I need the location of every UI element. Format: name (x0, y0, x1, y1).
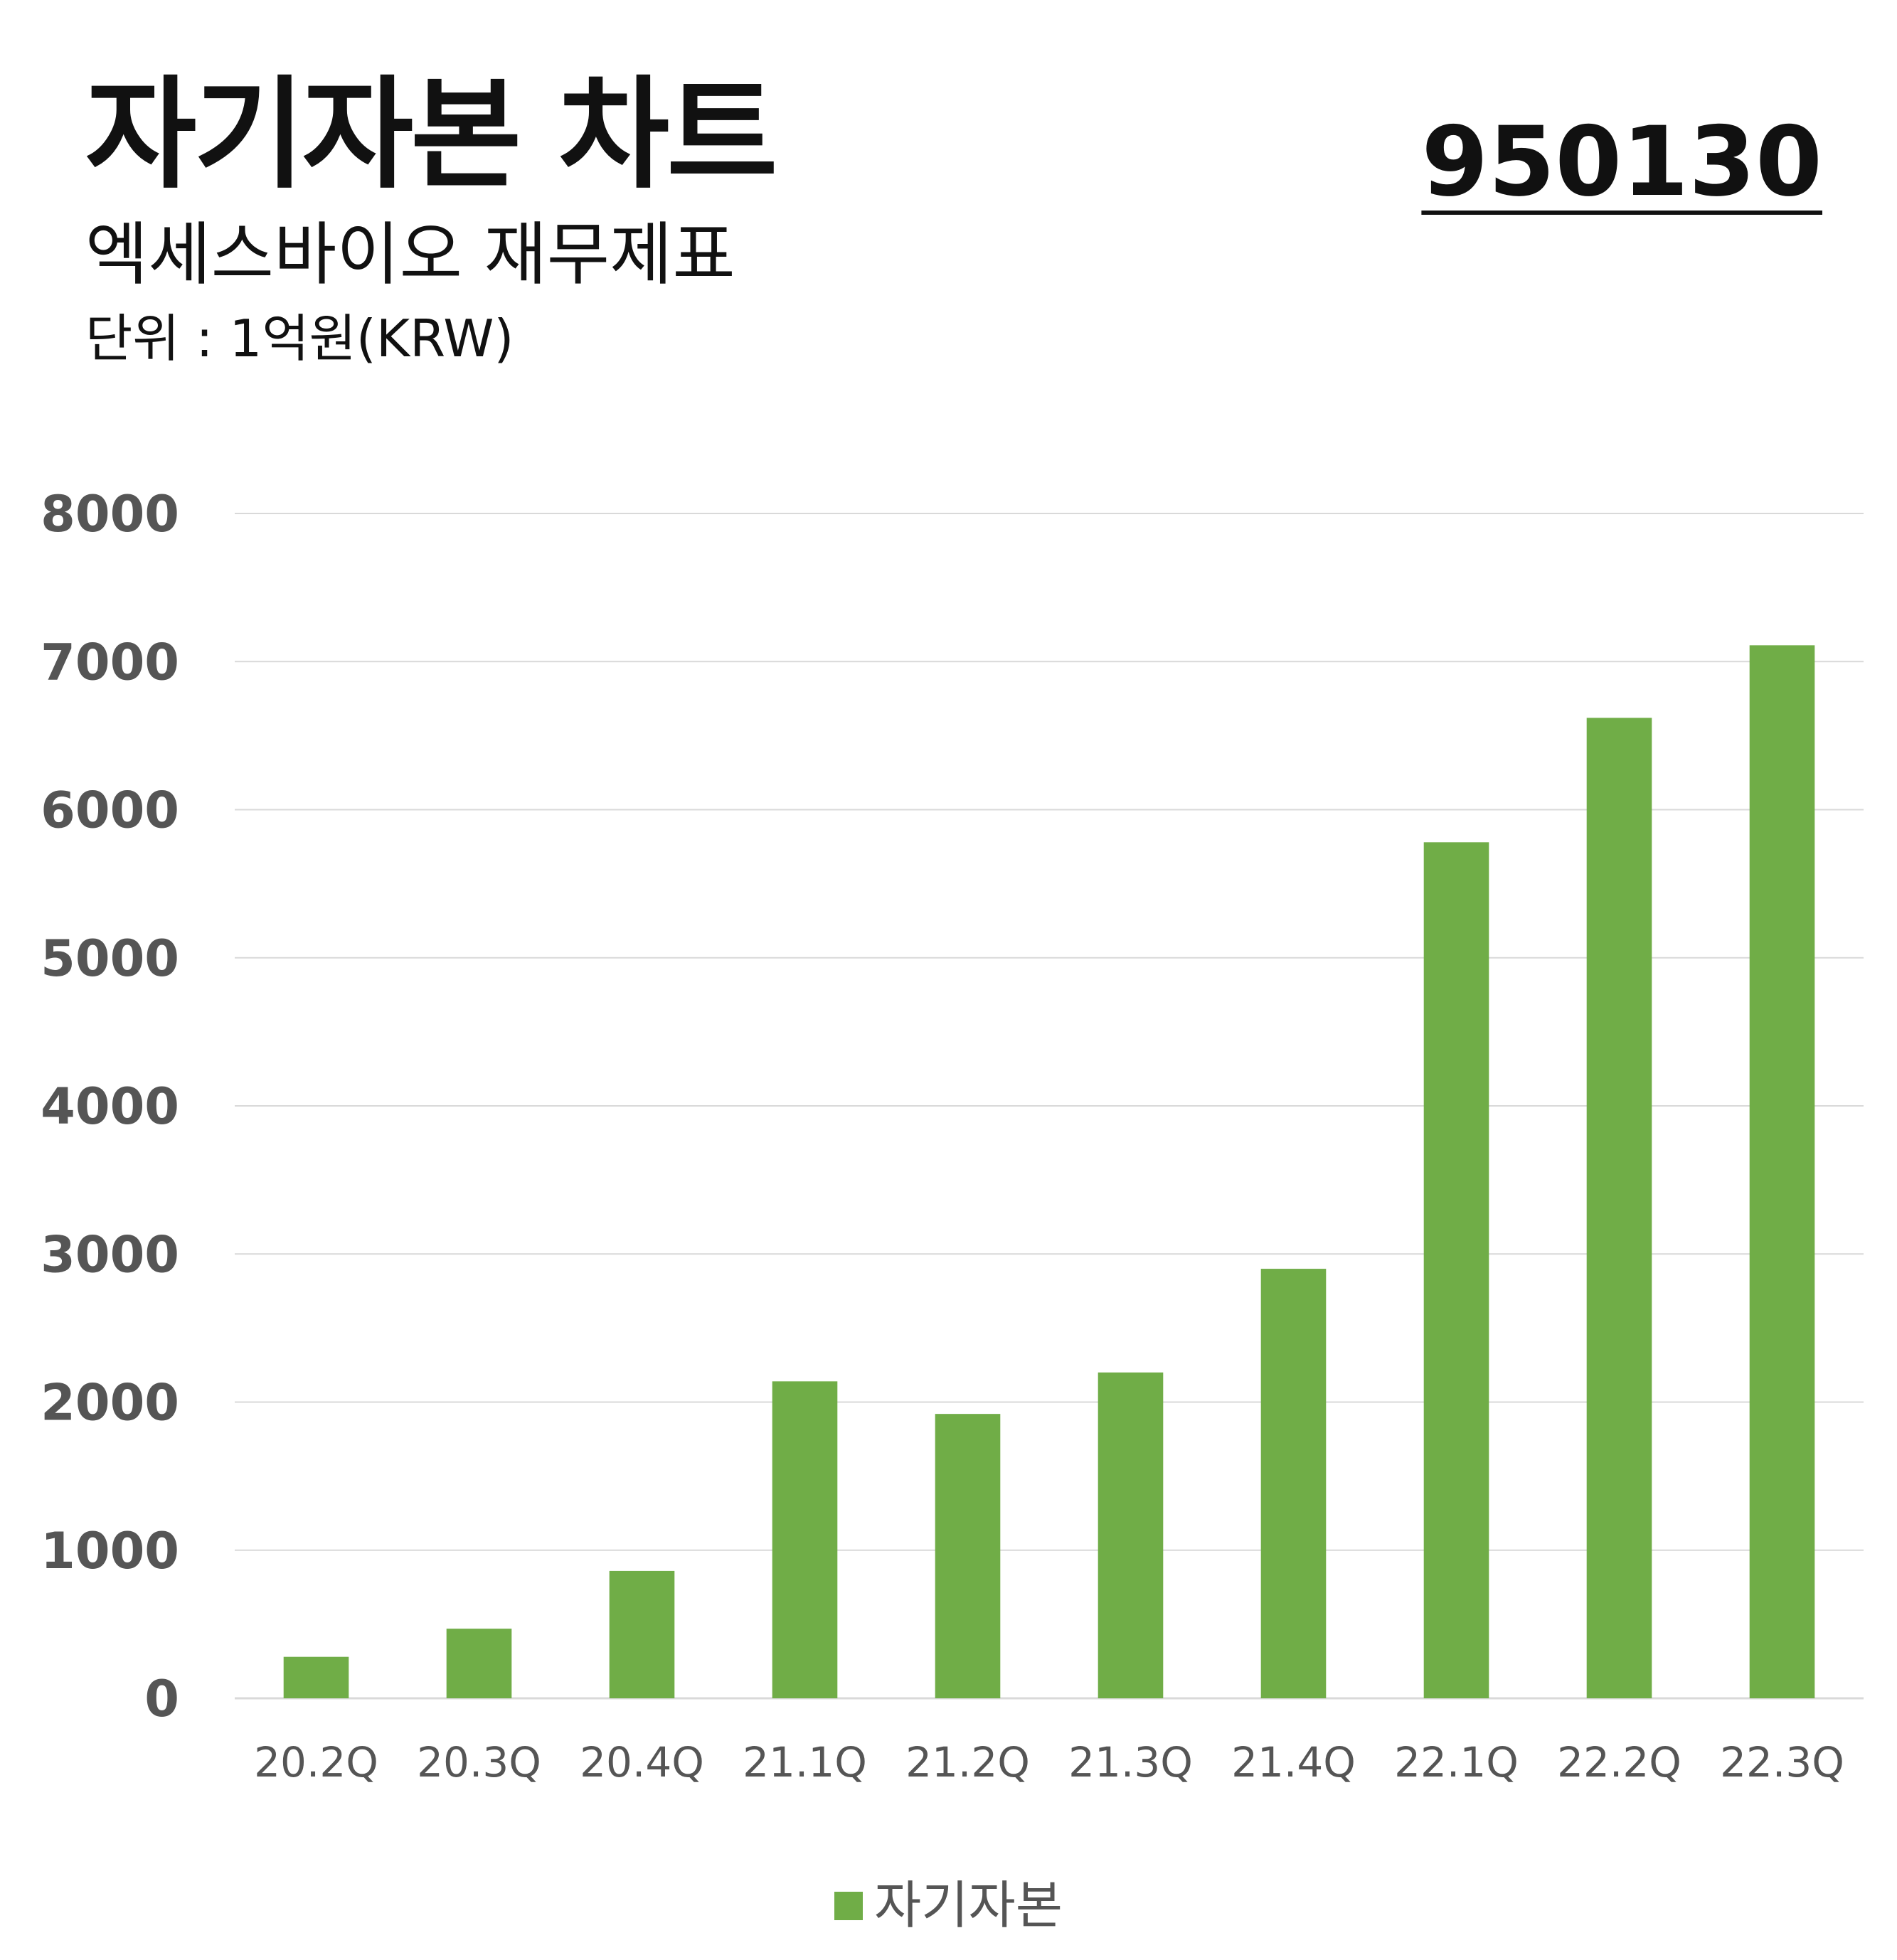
bar-20.4Q (609, 1570, 675, 1698)
bar-20.3Q (446, 1629, 512, 1698)
chart-title: 자기자본 차트 (85, 65, 778, 206)
x-tick-label: 21.1Q (743, 1738, 867, 1786)
x-tick-label: 22.2Q (1557, 1738, 1681, 1786)
bar-21.2Q (935, 1414, 1001, 1698)
x-tick-label: 21.4Q (1231, 1738, 1356, 1786)
x-axis-ticks: 20.2Q 20.3Q 20.4Q 21.1Q 21.2Q 21.3Q 21.4Q 22.1Q… (254, 1738, 1844, 1786)
bars (283, 645, 1815, 1698)
bar-22.2Q (1586, 718, 1652, 1698)
legend-label: 자기자본 (874, 1875, 1063, 1935)
x-tick-label: 22.3Q (1720, 1738, 1844, 1786)
y-tick-label: 3000 (41, 1225, 179, 1284)
chart-subtitle: 엑세스바이오 재무제표 (85, 215, 735, 294)
x-tick-label: 22.1Q (1394, 1738, 1519, 1786)
x-tick-label: 20.3Q (417, 1738, 541, 1786)
unit-label: 단위 : 1억원(KRW) (85, 309, 514, 368)
bar-21.4Q (1260, 1269, 1327, 1698)
y-tick-label: 0 (144, 1670, 179, 1728)
y-tick-label: 5000 (41, 930, 179, 988)
x-tick-label: 21.2Q (905, 1738, 1030, 1786)
x-tick-label: 21.3Q (1068, 1738, 1193, 1786)
legend: 자기자본 (0, 1863, 1897, 1938)
y-tick-label: 6000 (41, 782, 179, 840)
y-tick-label: 4000 (41, 1077, 179, 1136)
bar-21.1Q (772, 1381, 838, 1698)
bar-20.2Q (283, 1656, 349, 1698)
x-tick-label: 20.4Q (580, 1738, 704, 1786)
y-tick-label: 8000 (41, 485, 179, 543)
x-tick-label: 20.2Q (254, 1738, 378, 1786)
y-tick-label: 2000 (41, 1374, 179, 1432)
bar-21.3Q (1098, 1372, 1164, 1698)
bar-22.1Q (1423, 842, 1489, 1698)
stock-code: 950130 (1421, 106, 1822, 218)
y-axis-ticks: 0 1000 2000 3000 4000 5000 6000 7000 8000 (41, 485, 179, 1728)
bar-22.3Q (1749, 645, 1815, 1698)
y-tick-label: 1000 (41, 1522, 179, 1580)
legend-swatch (834, 1892, 864, 1920)
y-tick-label: 7000 (41, 633, 179, 691)
